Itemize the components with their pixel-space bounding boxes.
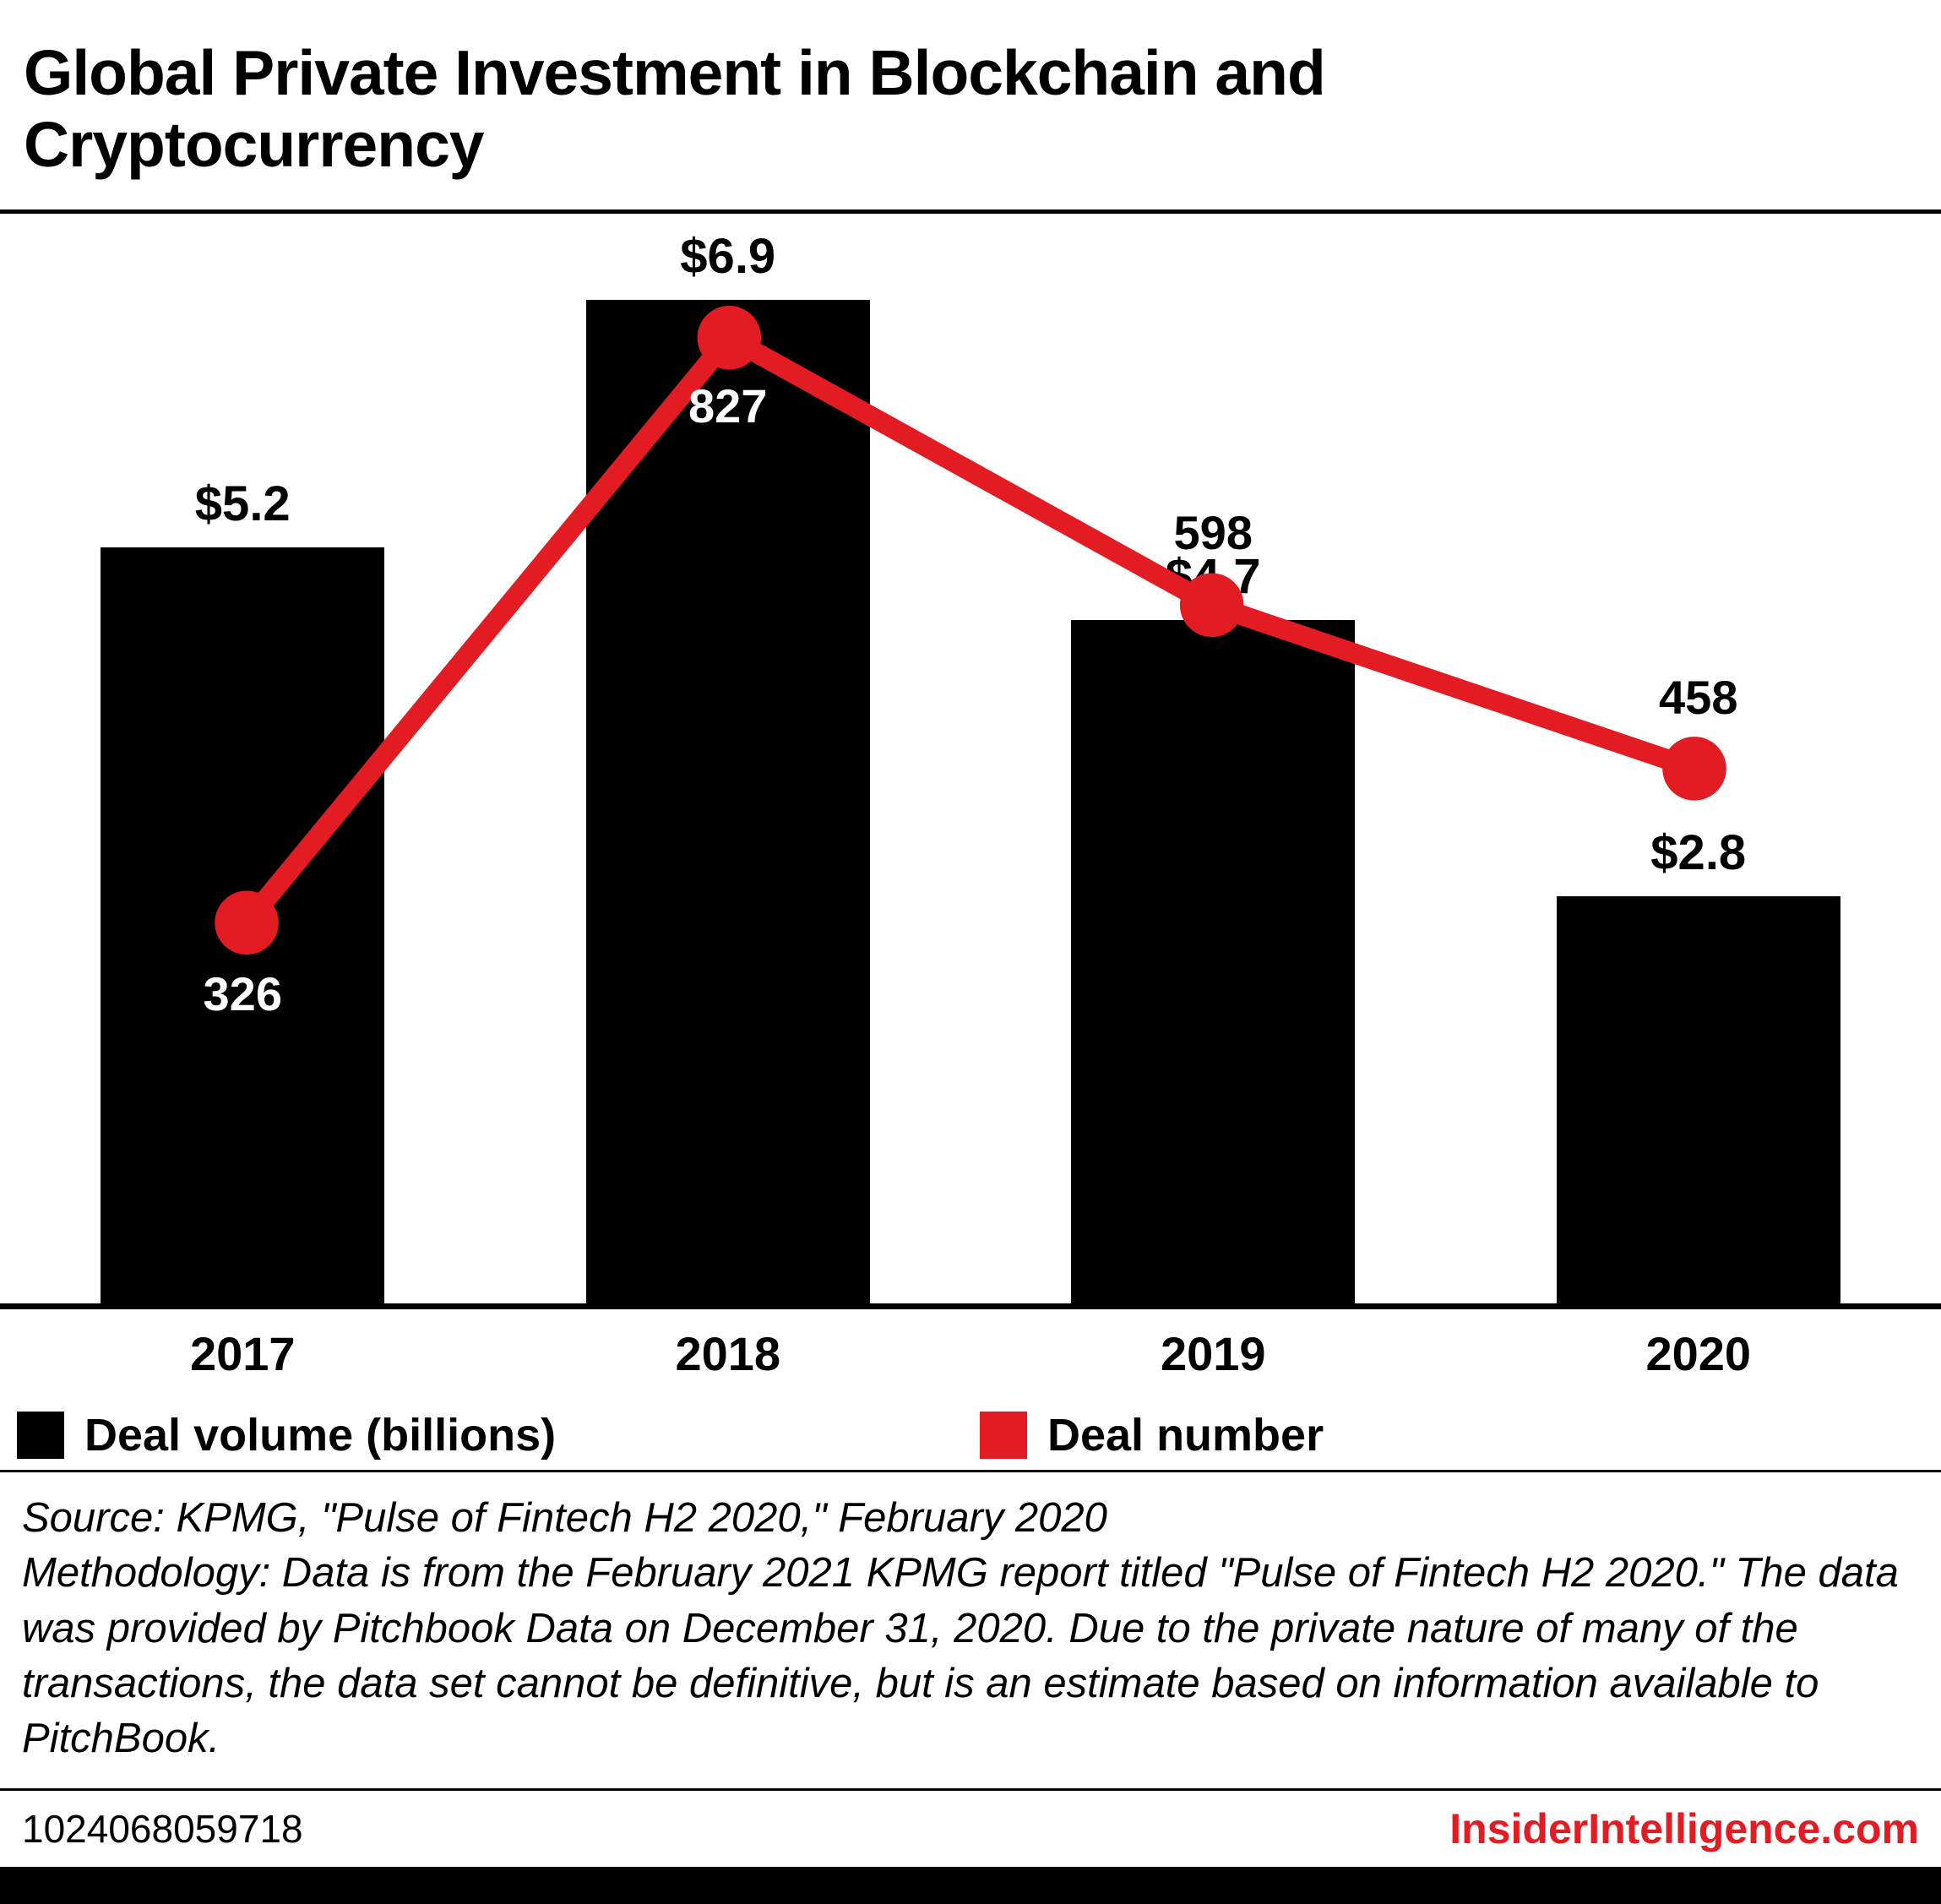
legend-item-deal-number: Deal number [980,1409,1324,1461]
line-point-2018 [697,305,762,370]
deal-volume-swatch-icon [17,1411,64,1459]
chart-header: Global Private Investment in Blockchain … [0,0,1941,214]
x-axis-label-2020: 2020 [1645,1326,1752,1380]
line-value-label-2020: 458 [1659,670,1738,724]
legend: Deal volume (billions) Deal number [0,1387,1941,1470]
legend-label-deal-number: Deal number [1047,1409,1324,1461]
line-value-label-2017: 326 [203,967,282,1021]
bar-2020 [1556,895,1840,1303]
deal-number-line [215,305,1726,955]
source-text: Source: KPMG, "Pulse of Fintech H2 2020,… [22,1495,1107,1542]
line-point-2017 [215,890,279,955]
bar-2019 [1071,619,1356,1303]
line-point-2019 [1179,573,1244,637]
methodology-text: Methodology: Data is from the February 2… [22,1550,1899,1761]
bar-value-label-2018: $6.9 [680,228,776,284]
x-axis-labels: 2017 2018 2019 2020 [0,1309,1941,1387]
line-value-label-2019: 598 [1173,506,1253,560]
line-point-2020 [1662,736,1726,801]
legend-item-deal-volume: Deal volume (billions) [17,1409,980,1461]
page-title: Global Private Investment in Blockchain … [24,37,1326,180]
legend-label-deal-volume: Deal volume (billions) [84,1409,557,1461]
x-axis-label-2018: 2018 [675,1326,781,1380]
deal-number-swatch-icon [980,1411,1027,1459]
bar-value-label-2020: $2.8 [1650,824,1747,880]
footer: 1024068059718 InsiderIntelligence.com [0,1788,1941,1867]
bar-value-label-2017: $5.2 [194,476,291,531]
x-axis-label-2017: 2017 [189,1326,296,1380]
footer-id: 1024068059718 [22,1807,303,1851]
line-value-label-2018: 827 [688,378,768,432]
footer-site-link[interactable]: InsiderIntelligence.com [1449,1805,1919,1852]
x-axis-label-2019: 2019 [1160,1326,1266,1380]
source-block: Source: KPMG, "Pulse of Fintech H2 2020,… [0,1470,1941,1788]
bottom-bar [0,1867,1941,1904]
